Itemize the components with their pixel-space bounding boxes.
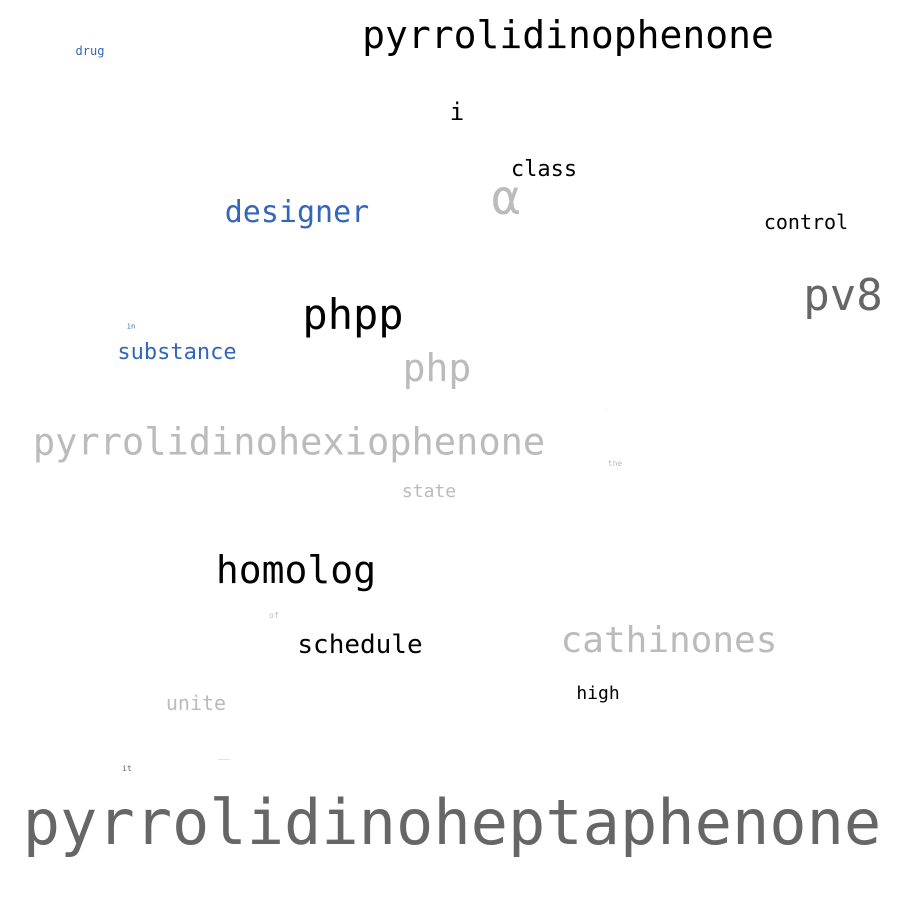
word-schedule: schedule	[297, 630, 423, 660]
word-the: the	[607, 459, 623, 468]
word-of: of	[269, 611, 279, 620]
word-php: php	[402, 346, 472, 390]
word-dot: ·	[604, 408, 608, 415]
word-tiny: ~~~~~	[217, 757, 231, 762]
word-high: high	[576, 683, 620, 704]
word-i: i	[449, 98, 465, 126]
word-pyrrolidinoheptaphenone: pyrrolidinoheptaphenone	[22, 786, 882, 859]
word-state: state	[401, 481, 457, 502]
word-homolog: homolog	[215, 548, 377, 592]
word-drug: drug	[75, 44, 105, 58]
word-pv8: pv8	[803, 270, 883, 321]
word-unite: unite	[165, 691, 227, 715]
word-pyrrolidinophenone: pyrrolidinophenone	[362, 13, 774, 57]
word-control: control	[763, 210, 849, 234]
word-alpha: α	[491, 170, 521, 226]
word-phpp: phpp	[302, 290, 404, 339]
word-substance: substance	[117, 340, 237, 365]
word-in: in	[126, 322, 136, 331]
word-class: class	[510, 157, 578, 182]
word-designer: designer	[224, 195, 370, 230]
word-pyrrolidinohexiophenone: pyrrolidinohexiophenone	[32, 420, 546, 464]
word-it: it	[122, 764, 132, 773]
word-cathinones: cathinones	[560, 620, 778, 661]
